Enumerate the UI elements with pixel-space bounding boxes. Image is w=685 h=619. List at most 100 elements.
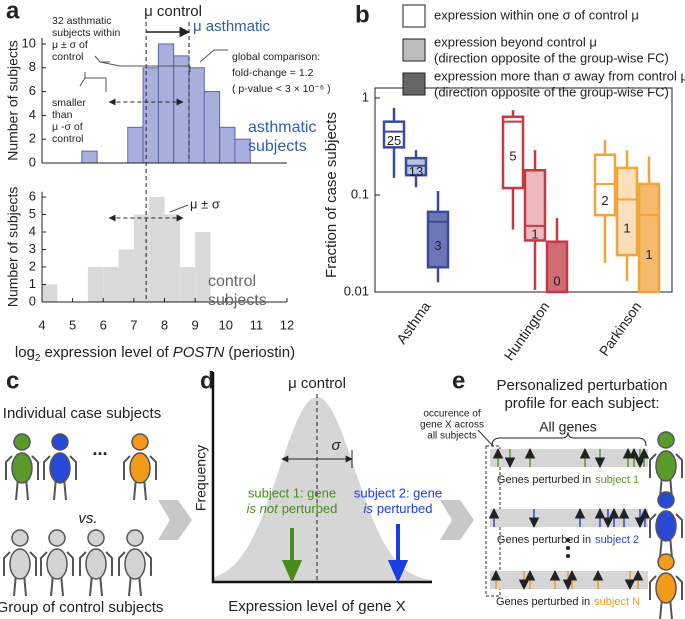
person-icon — [123, 433, 157, 501]
person-arm — [649, 575, 683, 600]
person-arm — [43, 455, 77, 480]
row-label: Genes perturbed in subject 1 — [497, 474, 639, 486]
count-label: 3 — [434, 238, 441, 253]
person-head — [657, 553, 675, 571]
bar — [164, 214, 180, 302]
y-axis-label: Number of subjects — [5, 40, 21, 161]
x-tick-label: 9 — [192, 317, 199, 332]
subject-note: subject 1: gene — [248, 485, 336, 500]
gene-bar — [490, 571, 648, 589]
bar — [87, 267, 104, 302]
x-tick-label: 11 — [250, 317, 264, 332]
row-label-part: subject 1 — [595, 474, 639, 486]
count-label: 1 — [531, 227, 538, 242]
person-arm — [118, 551, 152, 576]
person-body — [46, 548, 68, 580]
y-axis-label: Number of subjects — [5, 187, 21, 308]
x-tick-label: 12 — [280, 317, 294, 332]
panel-label: d — [200, 367, 215, 394]
gene-arrow — [387, 524, 409, 583]
annotation: smaller — [52, 97, 86, 109]
row-label-part: Genes perturbed in — [496, 596, 590, 608]
person-body — [11, 452, 33, 484]
annotation: control — [52, 133, 84, 145]
annotation: subjects within — [52, 27, 120, 39]
y-tick-label: 6 — [29, 188, 36, 203]
person-body — [9, 548, 31, 580]
annotation: global comparison: — [232, 51, 320, 63]
subject-note-part: is — [363, 501, 373, 516]
person-icon — [649, 491, 683, 559]
person-body — [655, 510, 677, 542]
legend-swatch — [402, 4, 426, 28]
row-label: Genes perturbed in subject N — [496, 596, 640, 608]
series-label: subjects — [248, 138, 307, 155]
row-label-part: subject N — [594, 596, 640, 608]
y-tick-label: 10 — [22, 35, 36, 50]
annotation: gene X across — [420, 420, 484, 431]
series-label: asthmatic — [248, 119, 316, 136]
x-axis-label: Expression level of gene X — [228, 598, 406, 615]
person-arm — [3, 551, 37, 576]
count-label: 1 — [645, 247, 652, 262]
box — [615, 166, 639, 257]
x-tick-label: Huntington — [501, 299, 553, 364]
person-arm — [79, 551, 113, 576]
box — [523, 168, 547, 242]
bar — [118, 249, 134, 302]
person-head — [48, 529, 66, 547]
subject-note-part: is not — [247, 501, 279, 516]
annotation: μ control — [144, 3, 202, 20]
y-tick-label: 2 — [29, 258, 36, 273]
legend-note: (direction opposite of the group-wise FC… — [434, 84, 669, 99]
annotation: occurence of — [423, 409, 480, 420]
panel-label: c — [6, 367, 19, 394]
legend-label: expression more than σ away from control… — [434, 68, 685, 83]
brace-label: All genes — [539, 419, 597, 435]
person-icon — [649, 553, 683, 619]
person-icon — [3, 529, 37, 597]
ellipsis-dot — [566, 554, 570, 558]
bar — [188, 67, 205, 164]
bar — [173, 55, 190, 164]
x-tick-label: 4 — [38, 317, 45, 332]
bar — [203, 91, 221, 164]
row-label-part: Genes perturbed in — [497, 534, 591, 546]
series-label: subjects — [208, 292, 267, 309]
subject-note-part: perturbed — [377, 501, 433, 516]
bar — [133, 214, 150, 302]
x-axis-label-part: log — [15, 344, 35, 361]
y-tick-label: 4 — [29, 223, 36, 238]
person-body — [655, 450, 677, 482]
legend-swatch — [402, 72, 426, 96]
flow-arrow — [158, 500, 192, 540]
subject-note: is perturbed — [363, 501, 432, 516]
count-label: 25 — [387, 133, 401, 148]
annotation: μ ± σ of — [52, 39, 88, 51]
person-head — [657, 431, 675, 449]
legend-swatch — [402, 38, 426, 62]
panel-label: e — [452, 367, 465, 394]
person-head — [657, 491, 675, 509]
bar — [149, 197, 165, 302]
series-label: control — [208, 273, 256, 290]
box — [637, 182, 661, 294]
legend-note: (direction opposite of the group-wise FC… — [434, 50, 669, 65]
person-body — [85, 548, 107, 580]
person-head — [51, 433, 69, 451]
y-tick-label: 3 — [29, 241, 36, 256]
x-axis-label-part: (periostin) — [228, 344, 295, 361]
y-tick-label: 8 — [29, 59, 36, 74]
bar — [127, 126, 144, 164]
y-tick-label: 1 — [362, 89, 369, 104]
person-arm — [123, 455, 157, 480]
person-head — [87, 529, 105, 547]
caption: Group of control subjects — [0, 599, 163, 616]
annotation: μ ± σ — [190, 196, 220, 211]
row-label-part: subject 2 — [595, 534, 639, 546]
y-tick-label: 0.1 — [351, 186, 369, 201]
person-icon — [5, 433, 39, 501]
y-tick-label: 0.01 — [344, 283, 369, 298]
box — [501, 115, 525, 190]
